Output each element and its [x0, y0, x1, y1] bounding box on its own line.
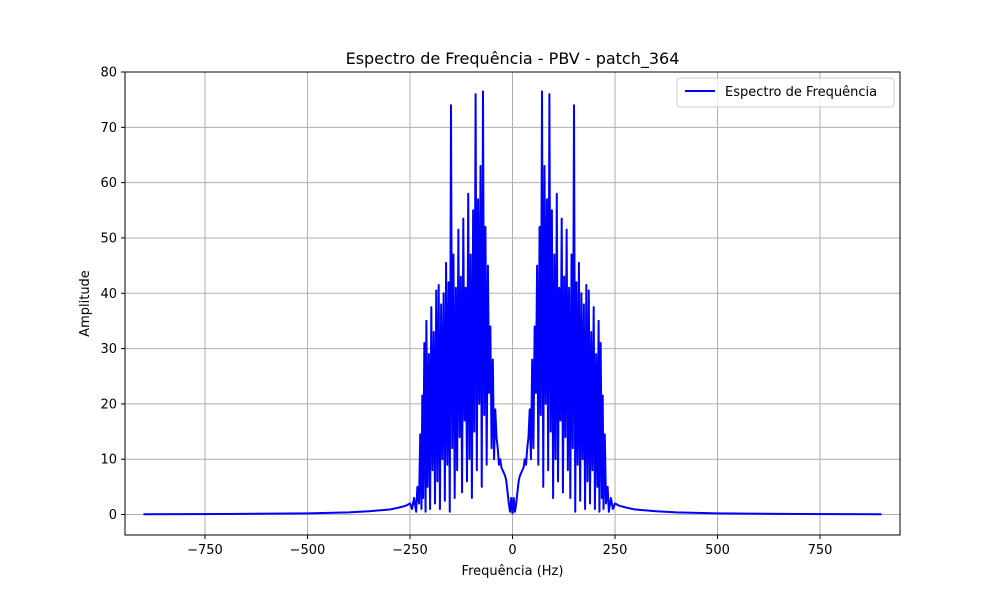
y-tick-label: 20 [100, 397, 117, 412]
y-tick-label: 60 [100, 176, 117, 191]
x-tick-label: −750 [187, 543, 223, 558]
y-tick-label: 40 [100, 287, 117, 302]
x-axis-ticks: −750 −500 −250 0 250 500 750 [187, 535, 832, 558]
y-tick-label: 10 [100, 453, 117, 468]
x-tick-label: 750 [808, 543, 833, 558]
x-tick-label: −500 [290, 543, 326, 558]
x-tick-label: 500 [705, 543, 730, 558]
x-tick-label: 250 [603, 543, 628, 558]
y-tick-label: 0 [109, 508, 117, 523]
x-tick-label: 0 [508, 543, 516, 558]
legend-label: Espectro de Frequência [725, 85, 877, 100]
plot-series [143, 90, 882, 516]
chart-title: Espectro de Frequência - PBV - patch_364 [346, 49, 680, 69]
x-axis-label: Frequência (Hz) [462, 564, 564, 579]
y-tick-label: 80 [100, 66, 117, 81]
y-axis-ticks: 0 10 20 30 40 50 60 70 80 [100, 66, 125, 523]
legend: Espectro de Frequência [676, 77, 895, 108]
y-axis-label: Amplitude [78, 270, 93, 337]
y-tick-label: 50 [100, 231, 117, 246]
legend-box [676, 77, 895, 108]
x-tick-label: −250 [392, 543, 428, 558]
y-tick-label: 30 [100, 342, 117, 357]
y-tick-label: 70 [100, 121, 117, 136]
series-line [143, 90, 882, 516]
